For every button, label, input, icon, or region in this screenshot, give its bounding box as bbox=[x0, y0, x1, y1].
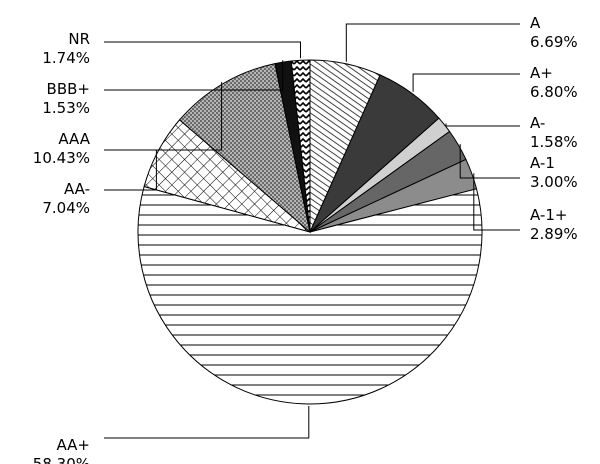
leader-line-a- bbox=[445, 123, 520, 127]
slice-value-label: 1.53% bbox=[42, 99, 90, 117]
slice-value-label: 6.80% bbox=[530, 83, 578, 101]
pie-slices bbox=[137, 59, 483, 405]
slice-value-label: 6.69% bbox=[530, 33, 578, 51]
slice-label: AAA bbox=[58, 130, 90, 148]
leader-line-a-1- bbox=[473, 173, 520, 231]
slice-value-label: 58.30% bbox=[33, 455, 90, 464]
leader-line-bbb- bbox=[104, 60, 284, 91]
slice-value-label: 1.58% bbox=[530, 133, 578, 151]
pie-slice-aa- bbox=[137, 185, 483, 405]
leader-line-a-1 bbox=[459, 144, 520, 179]
slice-label: BBB+ bbox=[47, 80, 90, 98]
leader-line-aa- bbox=[104, 150, 157, 191]
slice-label: A+ bbox=[530, 64, 553, 82]
pie-slice-aaa bbox=[178, 63, 311, 234]
slice-label: A-1+ bbox=[530, 206, 567, 224]
slice-value-label: 2.89% bbox=[530, 225, 578, 243]
slice-value-label: 10.43% bbox=[33, 149, 90, 167]
leader-line-a- bbox=[412, 73, 520, 92]
leader-line-aaa bbox=[104, 82, 223, 151]
slice-labels: A6.69% A+6.80% A-1.58% A-13.00% A-1+2.89% AA+… bbox=[33, 14, 578, 464]
slice-label: A bbox=[530, 14, 541, 32]
pie-slice-nr bbox=[290, 59, 311, 233]
slice-label: A- bbox=[530, 114, 545, 132]
leader-line-a bbox=[345, 23, 520, 62]
slice-label: A-1 bbox=[530, 154, 555, 172]
slice-label: AA- bbox=[64, 180, 90, 198]
leader-lines bbox=[104, 23, 520, 439]
slice-value-label: 1.74% bbox=[42, 49, 90, 67]
leader-line-aa- bbox=[104, 406, 310, 439]
slice-value-label: 7.04% bbox=[42, 199, 90, 217]
slice-label: AA+ bbox=[56, 436, 90, 454]
slice-label: NR bbox=[68, 30, 90, 48]
slice-value-label: 3.00% bbox=[530, 173, 578, 191]
leader-line-nr bbox=[104, 41, 301, 59]
